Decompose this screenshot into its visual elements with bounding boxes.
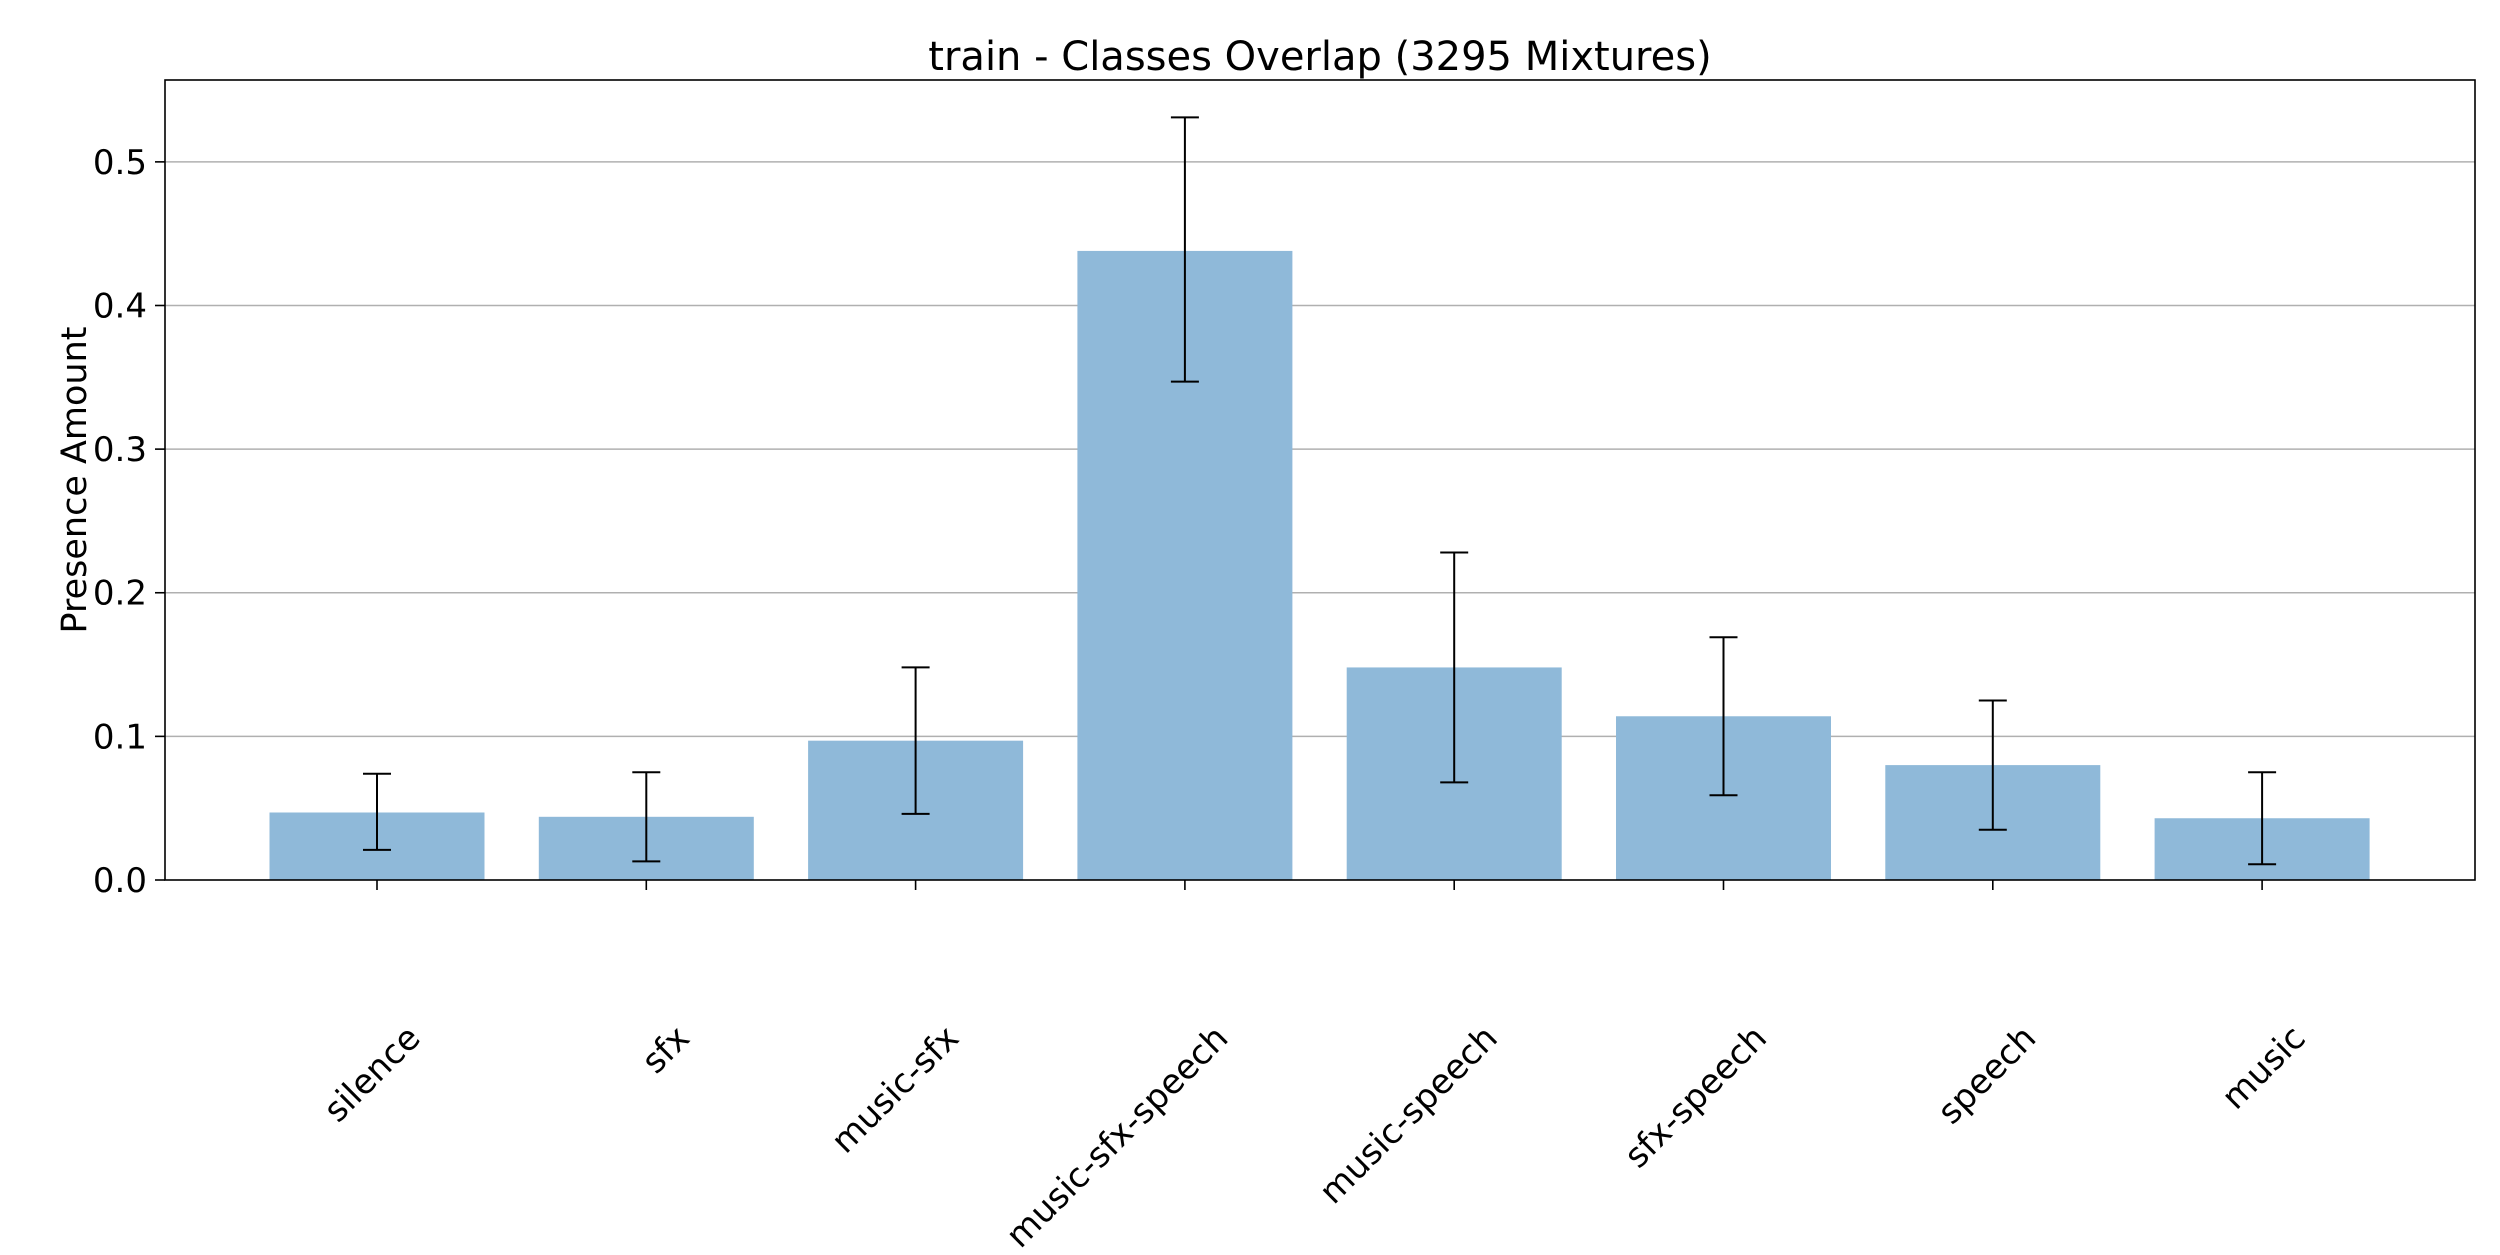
plot-frame [164, 79, 2476, 881]
error-bars [363, 116, 2277, 866]
y-tick-label: 0.3 [93, 430, 147, 470]
x-tick-label-sfx-speech: sfx-speech [1617, 1018, 1775, 1176]
x-tick-label-music: music [2214, 1018, 2313, 1117]
x-tick-label-sfx: sfx [634, 1018, 698, 1082]
bars [269, 250, 2370, 880]
y-tick-label: 0.5 [93, 143, 147, 183]
x-tick-label-silence: silence [316, 1018, 428, 1130]
y-ticks: 0.0 0.1 0.2 0.3 0.4 0.5 [93, 143, 165, 901]
gridlines [165, 161, 2475, 738]
y-tick-label: 0.0 [93, 861, 147, 901]
x-tick-label-music-speech: music-speech [1312, 1018, 1506, 1212]
y-tick-label: 0.4 [93, 286, 147, 326]
x-tick-label-speech: speech [1930, 1018, 2044, 1132]
x-ticks: silence sfx music-sfx music-sfx-speech music… [316, 880, 2313, 1255]
y-tick-label: 0.2 [93, 574, 147, 614]
chart-title: train - Classes Overlap (3295 Mixtures) [928, 34, 1711, 80]
x-tick-label-music-sfx-speech: music-sfx-speech [998, 1018, 1236, 1250]
y-axis-label: Presence Amount [55, 326, 95, 633]
x-tick-label-music-sfx: music-sfx [824, 1018, 967, 1161]
y-tick-label: 0.1 [93, 717, 147, 757]
